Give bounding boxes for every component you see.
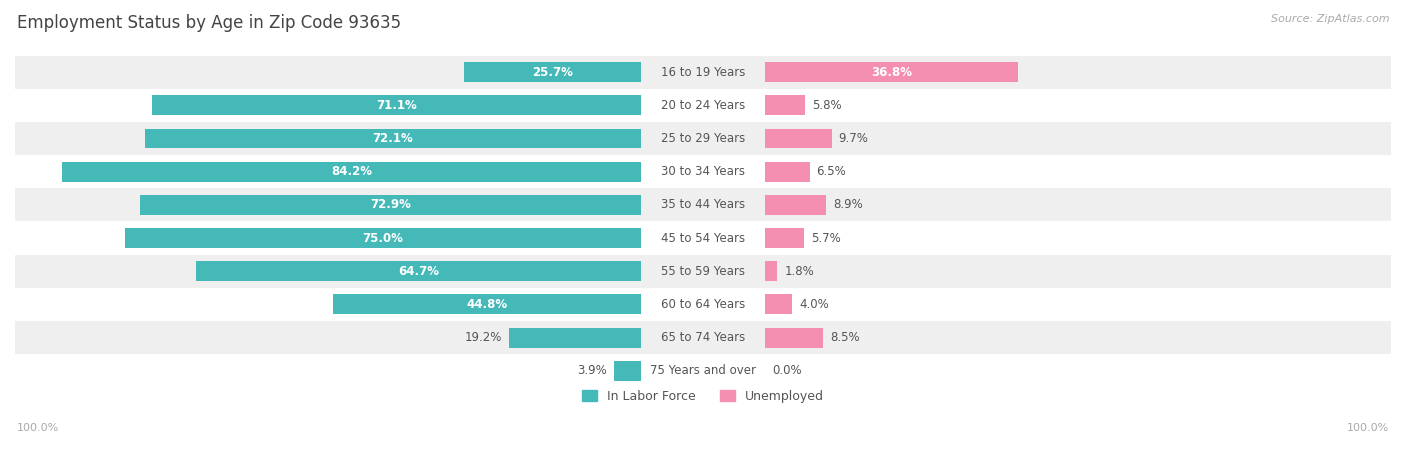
Text: 30 to 34 Years: 30 to 34 Years — [661, 165, 745, 178]
Text: 75 Years and over: 75 Years and over — [650, 364, 756, 377]
Text: Employment Status by Age in Zip Code 93635: Employment Status by Age in Zip Code 936… — [17, 14, 401, 32]
Text: 72.9%: 72.9% — [370, 198, 411, 212]
Text: 100.0%: 100.0% — [17, 423, 59, 433]
Text: 36.8%: 36.8% — [870, 66, 912, 78]
Bar — [15, 122, 1391, 155]
Text: 84.2%: 84.2% — [330, 165, 373, 178]
Bar — [145, 129, 641, 148]
Text: Source: ZipAtlas.com: Source: ZipAtlas.com — [1271, 14, 1389, 23]
Text: 45 to 54 Years: 45 to 54 Years — [661, 232, 745, 244]
Bar — [62, 162, 641, 182]
Text: 8.9%: 8.9% — [832, 198, 863, 212]
Text: 3.9%: 3.9% — [578, 364, 607, 377]
Text: 0.0%: 0.0% — [772, 364, 801, 377]
Bar — [15, 89, 1391, 122]
Text: 8.5%: 8.5% — [831, 331, 860, 344]
Bar — [15, 354, 1391, 387]
Text: 4.0%: 4.0% — [800, 298, 830, 311]
Bar — [15, 321, 1391, 354]
Bar — [15, 288, 1391, 321]
Bar — [15, 255, 1391, 288]
Text: 1.8%: 1.8% — [785, 265, 814, 278]
Text: 75.0%: 75.0% — [363, 232, 404, 244]
Text: 64.7%: 64.7% — [398, 265, 439, 278]
Bar — [152, 96, 641, 115]
Bar — [333, 295, 641, 314]
Text: 19.2%: 19.2% — [465, 331, 502, 344]
Bar — [765, 195, 827, 215]
Bar — [765, 162, 810, 182]
Text: 20 to 24 Years: 20 to 24 Years — [661, 99, 745, 112]
Bar — [139, 195, 641, 215]
Text: 6.5%: 6.5% — [817, 165, 846, 178]
Bar — [195, 261, 641, 281]
Text: 35 to 44 Years: 35 to 44 Years — [661, 198, 745, 212]
Bar — [765, 62, 1018, 82]
Bar — [15, 155, 1391, 189]
Text: 16 to 19 Years: 16 to 19 Years — [661, 66, 745, 78]
Text: 100.0%: 100.0% — [1347, 423, 1389, 433]
Text: 71.1%: 71.1% — [377, 99, 416, 112]
Text: 55 to 59 Years: 55 to 59 Years — [661, 265, 745, 278]
Bar — [614, 361, 641, 381]
Bar — [15, 221, 1391, 255]
Bar — [15, 55, 1391, 89]
Legend: In Labor Force, Unemployed: In Labor Force, Unemployed — [576, 385, 830, 408]
Bar — [765, 328, 824, 348]
Text: 5.8%: 5.8% — [811, 99, 841, 112]
Bar — [509, 328, 641, 348]
Bar — [765, 228, 804, 248]
Bar — [765, 295, 793, 314]
Text: 5.7%: 5.7% — [811, 232, 841, 244]
Bar — [15, 189, 1391, 221]
Bar — [464, 62, 641, 82]
Text: 25 to 29 Years: 25 to 29 Years — [661, 132, 745, 145]
Bar — [765, 261, 778, 281]
Text: 25.7%: 25.7% — [533, 66, 574, 78]
Text: 44.8%: 44.8% — [467, 298, 508, 311]
Bar — [765, 129, 832, 148]
Bar — [125, 228, 641, 248]
Text: 65 to 74 Years: 65 to 74 Years — [661, 331, 745, 344]
Text: 60 to 64 Years: 60 to 64 Years — [661, 298, 745, 311]
Text: 9.7%: 9.7% — [838, 132, 869, 145]
Text: 72.1%: 72.1% — [373, 132, 413, 145]
Bar — [765, 96, 804, 115]
